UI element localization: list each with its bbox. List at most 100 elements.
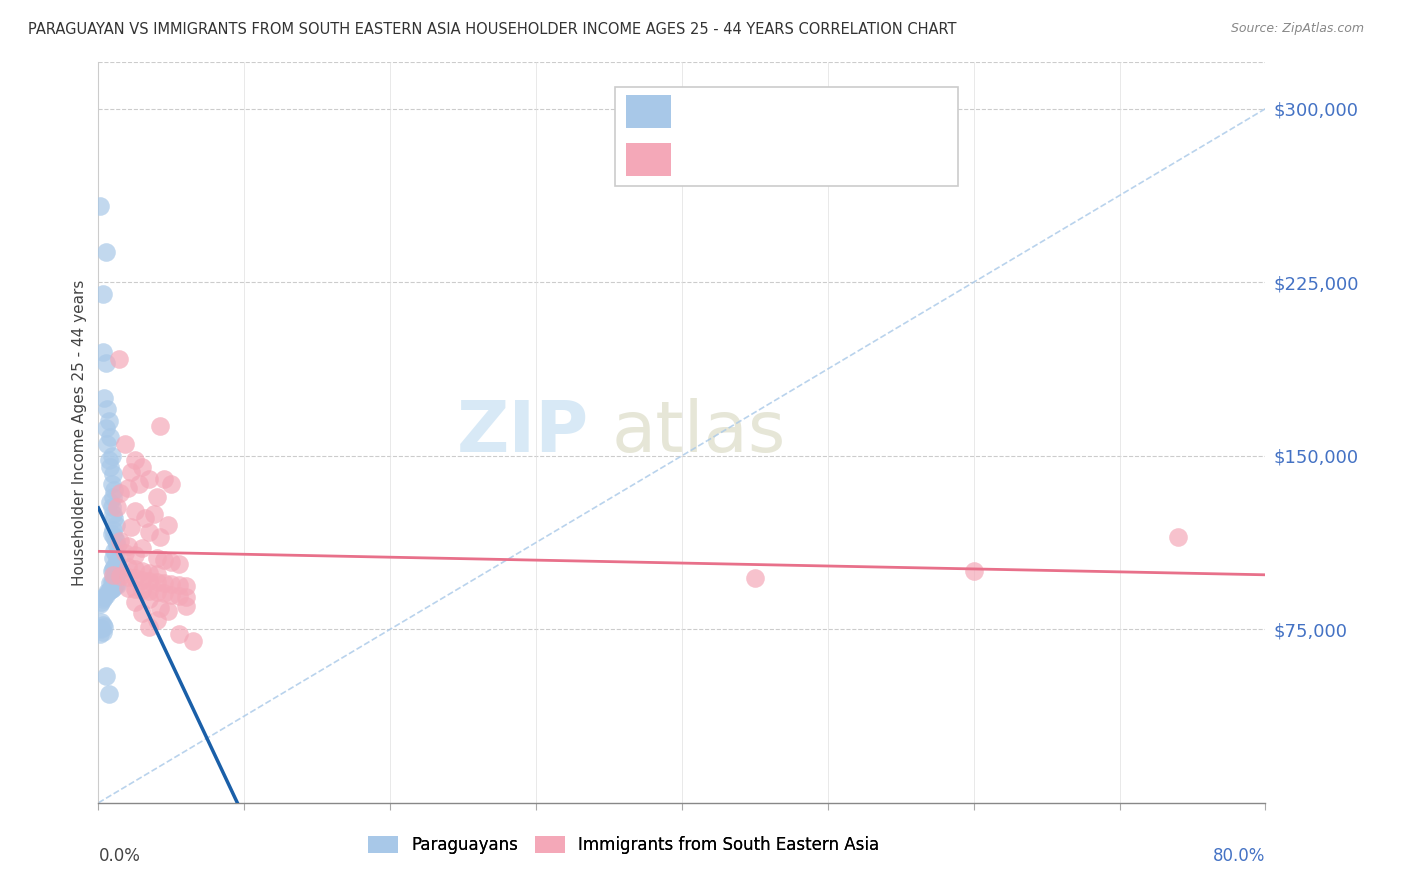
Point <box>120 465 142 479</box>
Point <box>91 344 114 359</box>
Point <box>160 588 183 602</box>
Point <box>120 520 142 534</box>
Point <box>104 534 127 549</box>
Point <box>138 574 160 588</box>
Point <box>167 558 190 572</box>
Point <box>157 604 180 618</box>
Point <box>124 453 146 467</box>
Point <box>744 571 766 585</box>
Point <box>104 548 127 562</box>
Point <box>138 592 160 607</box>
Point <box>160 476 183 491</box>
Point <box>97 414 120 428</box>
Point <box>124 571 146 585</box>
Point <box>160 555 183 569</box>
Point <box>89 627 111 641</box>
Point <box>146 566 169 581</box>
Point <box>138 472 160 486</box>
Point <box>131 606 153 620</box>
Point <box>146 613 169 627</box>
Point <box>96 402 118 417</box>
Point <box>131 565 153 579</box>
Point <box>117 481 139 495</box>
Point <box>96 585 118 599</box>
Point <box>146 491 169 505</box>
Point <box>91 624 114 639</box>
Point <box>167 589 190 603</box>
Point <box>1167 530 1189 544</box>
Point <box>100 565 122 579</box>
Point <box>104 569 127 583</box>
Text: Source: ZipAtlas.com: Source: ZipAtlas.com <box>1230 22 1364 36</box>
Point <box>131 582 153 597</box>
Point <box>104 518 127 533</box>
Point <box>104 577 127 591</box>
Point <box>97 584 120 599</box>
Point <box>98 495 121 509</box>
Point <box>90 615 112 630</box>
Point <box>101 581 124 595</box>
Point <box>124 504 146 518</box>
Point <box>98 460 121 475</box>
Point <box>94 421 117 435</box>
Point <box>100 500 122 514</box>
Point <box>103 579 125 593</box>
Point <box>157 518 180 533</box>
Point <box>108 351 131 366</box>
Point <box>101 523 124 537</box>
Point <box>96 437 118 451</box>
Point <box>105 539 128 553</box>
Point <box>101 507 124 521</box>
Point <box>117 570 139 584</box>
Point <box>98 430 121 444</box>
Text: ZIP: ZIP <box>457 398 589 467</box>
Point <box>91 286 114 301</box>
Point <box>100 582 122 596</box>
Point <box>114 546 136 560</box>
Point <box>103 530 125 544</box>
Point <box>90 594 112 608</box>
Point <box>101 491 124 505</box>
Point <box>167 578 190 592</box>
Point <box>114 437 136 451</box>
Point <box>174 590 197 604</box>
Point <box>104 558 127 572</box>
Point <box>101 550 124 565</box>
Point <box>93 391 115 405</box>
Point <box>146 550 169 565</box>
Point <box>149 530 172 544</box>
Point <box>94 588 117 602</box>
Point <box>149 418 172 433</box>
Point <box>94 668 117 682</box>
Point <box>100 527 122 541</box>
Point <box>100 449 122 463</box>
Point <box>90 622 112 636</box>
Point <box>124 562 146 576</box>
Point <box>160 577 183 591</box>
Point <box>962 565 984 579</box>
Point <box>131 460 153 475</box>
Point <box>100 574 122 589</box>
Point <box>181 633 204 648</box>
Point <box>94 356 117 370</box>
Point <box>117 581 139 595</box>
Point <box>110 485 132 500</box>
Point <box>138 584 160 599</box>
Point <box>117 559 139 574</box>
Point <box>146 574 169 589</box>
Y-axis label: Householder Income Ages 25 - 44 years: Householder Income Ages 25 - 44 years <box>72 279 87 586</box>
Point <box>101 467 124 482</box>
Point <box>131 541 153 556</box>
Point <box>103 543 125 558</box>
Point <box>103 511 125 525</box>
Point <box>101 568 124 582</box>
Text: 0.0%: 0.0% <box>98 847 141 865</box>
Text: 80.0%: 80.0% <box>1213 847 1265 865</box>
Point <box>138 620 160 634</box>
Point <box>101 574 124 588</box>
Point <box>142 507 165 521</box>
Point <box>105 500 128 514</box>
Point <box>153 472 176 486</box>
Point <box>98 582 121 597</box>
Point <box>103 571 125 585</box>
